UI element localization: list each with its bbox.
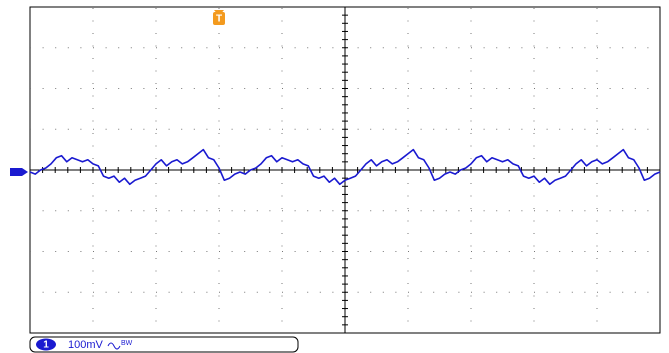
bandwidth-icon bbox=[107, 342, 121, 350]
channel-badge bbox=[36, 338, 56, 351]
status-bar bbox=[29, 336, 299, 353]
bandwidth-label: BW bbox=[121, 340, 133, 347]
trigger-marker bbox=[213, 12, 225, 25]
waveform bbox=[29, 148, 661, 186]
scale-label: 100mV bbox=[68, 339, 104, 351]
channel-label: 1 bbox=[43, 340, 49, 351]
channel-ground-marker bbox=[10, 168, 28, 176]
trigger-label: T bbox=[216, 14, 222, 25]
graticule bbox=[29, 6, 660, 334]
